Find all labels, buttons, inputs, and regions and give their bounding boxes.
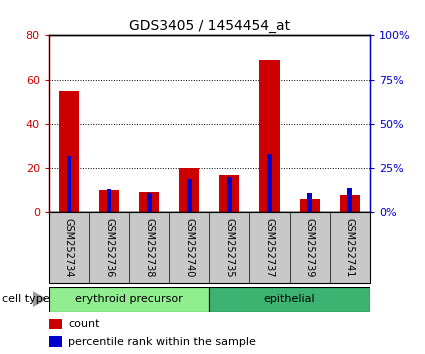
Text: GSM252738: GSM252738 bbox=[144, 218, 154, 278]
Bar bbox=[49, 319, 62, 329]
Text: erythroid precursor: erythroid precursor bbox=[75, 294, 183, 304]
Text: GSM252741: GSM252741 bbox=[345, 218, 355, 278]
Bar bbox=[99, 190, 119, 212]
Text: count: count bbox=[68, 319, 99, 329]
Text: GSM252737: GSM252737 bbox=[264, 218, 275, 278]
Bar bbox=[147, 193, 152, 212]
Text: epithelial: epithelial bbox=[264, 294, 315, 304]
Bar bbox=[340, 195, 360, 212]
Bar bbox=[259, 60, 280, 212]
Text: GSM252736: GSM252736 bbox=[104, 218, 114, 278]
Title: GDS3405 / 1454454_at: GDS3405 / 1454454_at bbox=[129, 19, 290, 33]
Text: GSM252739: GSM252739 bbox=[305, 218, 314, 278]
Bar bbox=[307, 193, 312, 212]
Bar bbox=[209, 287, 370, 312]
Bar bbox=[49, 287, 209, 312]
Bar bbox=[67, 156, 71, 212]
Bar bbox=[267, 154, 272, 212]
Bar bbox=[187, 179, 192, 212]
Bar bbox=[49, 212, 370, 283]
Bar bbox=[300, 199, 320, 212]
Text: cell type: cell type bbox=[2, 294, 50, 304]
Text: GSM252735: GSM252735 bbox=[224, 218, 234, 278]
Polygon shape bbox=[33, 292, 46, 307]
Bar bbox=[139, 193, 159, 212]
Bar bbox=[49, 336, 62, 347]
Bar bbox=[219, 175, 239, 212]
Bar bbox=[227, 177, 232, 212]
Bar bbox=[179, 168, 199, 212]
Text: percentile rank within the sample: percentile rank within the sample bbox=[68, 337, 256, 347]
Bar bbox=[59, 91, 79, 212]
Bar bbox=[107, 189, 111, 212]
Text: GSM252740: GSM252740 bbox=[184, 218, 194, 278]
Text: GSM252734: GSM252734 bbox=[64, 218, 74, 278]
Bar bbox=[347, 188, 352, 212]
